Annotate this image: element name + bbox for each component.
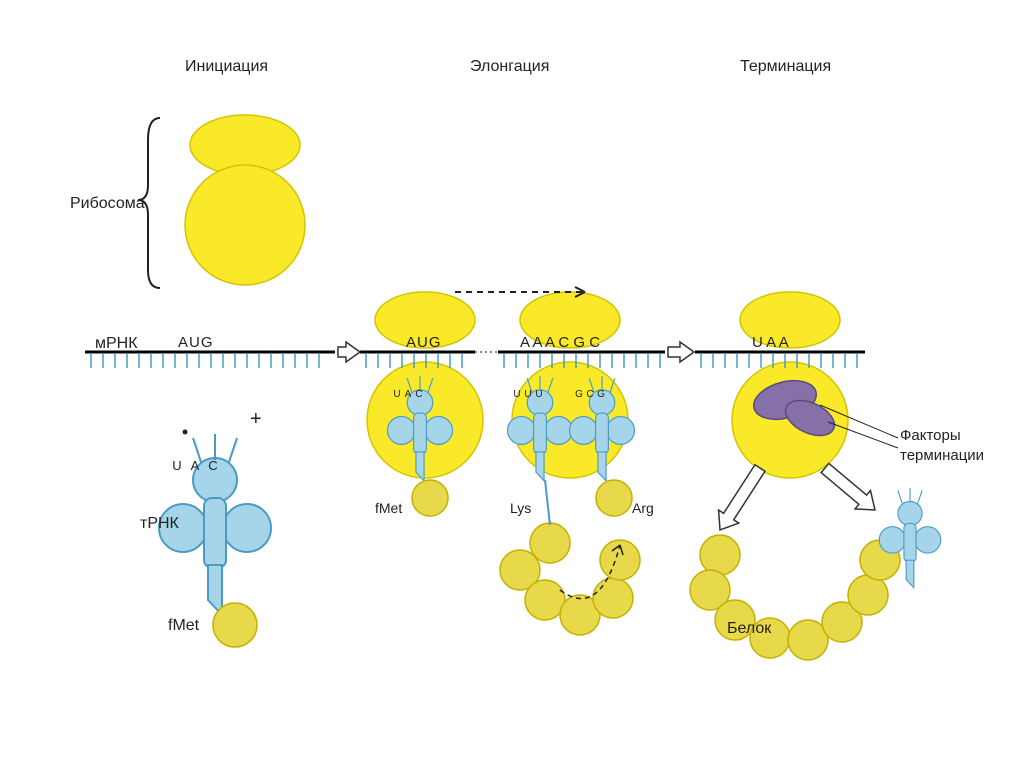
label-arg: Arg <box>632 500 654 516</box>
codon-uaa: U A A <box>752 334 789 351</box>
label-mrna: мРНК <box>95 335 138 353</box>
label-fmet-mid: fMet <box>375 500 402 516</box>
svg-text:U: U <box>524 389 531 400</box>
label-protein: Белок <box>727 620 771 638</box>
svg-text:G: G <box>575 389 583 400</box>
title-initiation: Инициация <box>185 58 268 76</box>
title-elongation: Элонгация <box>470 58 549 76</box>
codon-aug-init: AUG <box>178 334 214 351</box>
codon-aaacgc: A A A C G C <box>520 334 600 351</box>
svg-text:G: G <box>597 389 605 400</box>
label-factors-1: Факторы <box>900 427 961 444</box>
svg-text:A: A <box>191 458 200 473</box>
label-ribosome: Рибосома <box>70 195 145 213</box>
label-plus: + <box>250 408 262 431</box>
label-factors-2: терминации <box>900 447 984 464</box>
svg-text:U: U <box>513 389 520 400</box>
svg-text:A: A <box>405 389 412 400</box>
svg-text:U: U <box>535 389 542 400</box>
svg-text:C: C <box>415 389 422 400</box>
codon-aug-elong: AUG <box>406 334 442 351</box>
label-lys: Lys <box>510 500 531 516</box>
svg-text:C: C <box>208 458 217 473</box>
svg-text:U: U <box>172 458 181 473</box>
label-fmet-bottom: fMet <box>168 617 199 635</box>
title-termination: Терминация <box>740 58 831 76</box>
svg-text:U: U <box>393 389 400 400</box>
label-trna: тРНК <box>140 515 179 533</box>
svg-text:C: C <box>586 389 593 400</box>
translation-diagram: UACUACUUUGCG <box>0 0 1024 767</box>
